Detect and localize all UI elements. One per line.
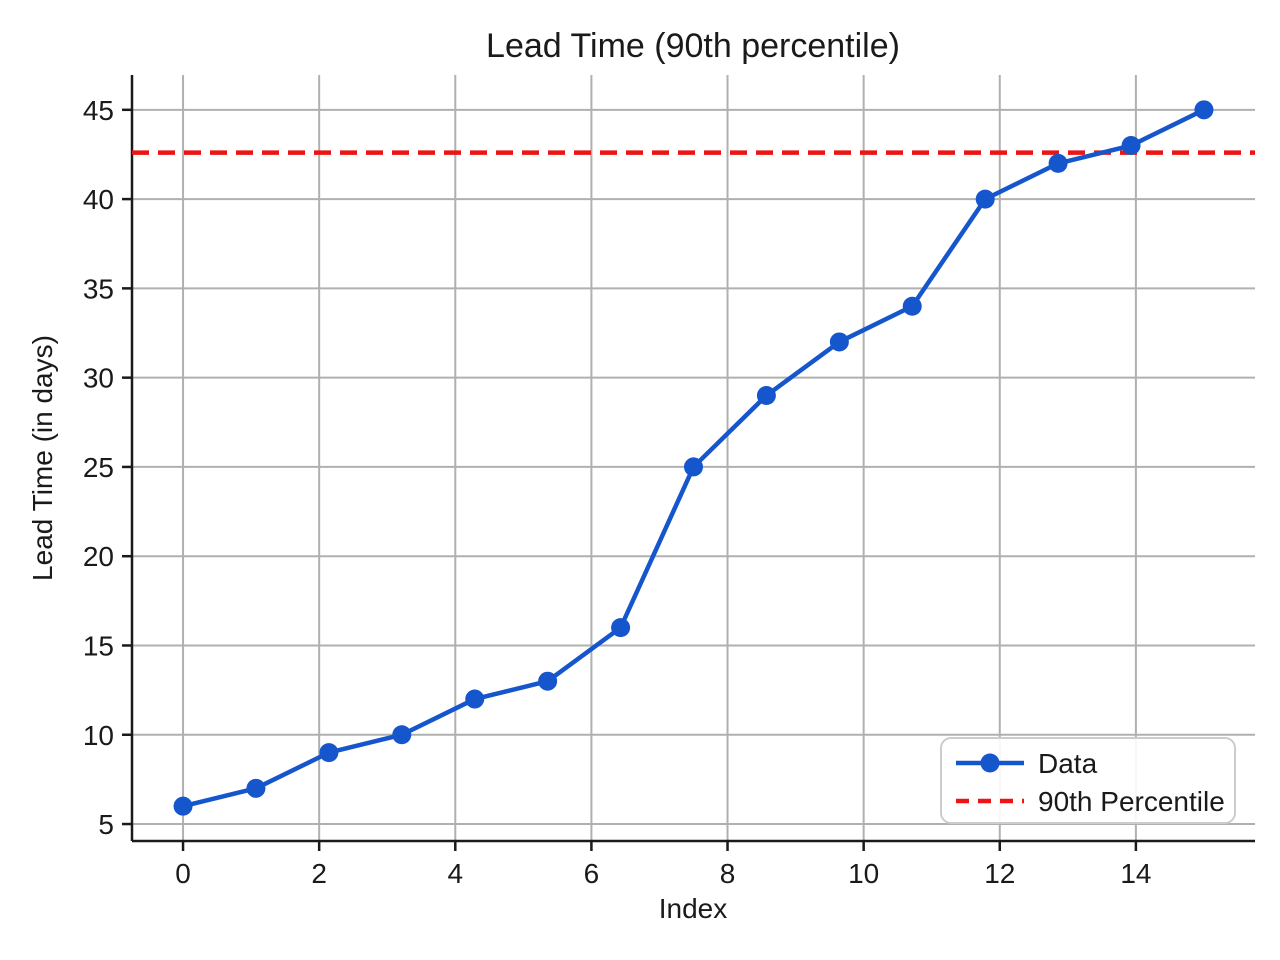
data-point-marker	[173, 796, 193, 816]
data-point-marker	[246, 778, 266, 798]
data-line-series	[173, 100, 1214, 816]
x-axis-label: Index	[659, 893, 728, 924]
legend-entry-data: Data	[956, 748, 1098, 779]
legend: Data 90th Percentile	[940, 737, 1236, 824]
x-tick-label: 10	[848, 858, 879, 889]
y-tick-label: 40	[83, 184, 114, 215]
data-point-marker	[1048, 153, 1068, 173]
y-axis-label: Lead Time (in days)	[27, 335, 58, 581]
data-point-marker	[538, 671, 558, 691]
x-tick-label: 14	[1120, 858, 1151, 889]
y-tick-label: 15	[83, 630, 114, 661]
data-point-marker	[684, 457, 703, 477]
x-tick-label: 6	[584, 858, 600, 889]
data-point-marker	[465, 689, 485, 709]
y-tick-label: 35	[83, 273, 114, 304]
x-tick-label: 0	[175, 858, 191, 889]
y-tick-label: 45	[83, 95, 114, 126]
legend-label-percentile: 90th Percentile	[1038, 786, 1225, 817]
data-point-marker	[319, 743, 339, 763]
data-point-marker	[902, 296, 922, 316]
y-tick-label: 30	[83, 363, 114, 394]
y-tick-label: 5	[98, 809, 114, 840]
chart-title: Lead Time (90th percentile)	[486, 27, 900, 65]
y-tick-label: 10	[83, 720, 114, 751]
legend-marker-icon	[980, 753, 1000, 773]
data-point-marker	[611, 618, 631, 638]
x-tick-label: 2	[311, 858, 327, 889]
x-tick-label: 4	[447, 858, 463, 889]
data-point-marker	[392, 725, 412, 745]
x-tick-label: 12	[984, 858, 1015, 889]
x-tick-label: 8	[720, 858, 736, 889]
y-tick-label: 20	[83, 541, 114, 572]
legend-entry-percentile: 90th Percentile	[956, 786, 1225, 817]
tick-labels: 0 2 4 6 8 10 12 14 5 10 15 20 25 30 35 40 45	[83, 95, 1152, 889]
legend-box	[940, 737, 1236, 824]
axes-spines	[130, 75, 1255, 843]
axis-ticks	[122, 108, 1138, 851]
legend-label-data: Data	[1038, 748, 1098, 779]
data-point-marker	[975, 189, 995, 209]
data-point-marker	[1194, 100, 1214, 120]
data-point-marker	[756, 386, 776, 406]
data-point-marker	[829, 332, 849, 352]
data-point-marker	[1121, 136, 1141, 156]
y-tick-label: 25	[83, 452, 114, 483]
